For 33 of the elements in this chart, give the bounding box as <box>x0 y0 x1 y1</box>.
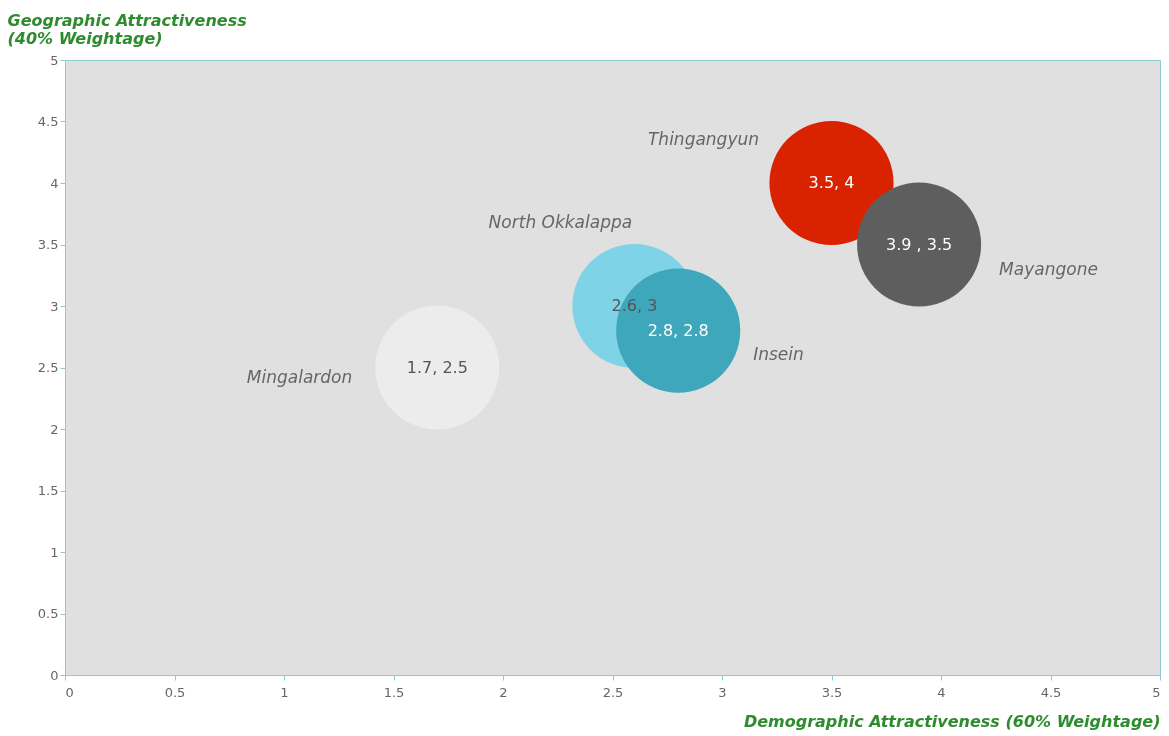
y-tick-label: 2 <box>50 421 59 437</box>
y-tick-label: 0 <box>50 667 59 683</box>
series-label: Thingangyun <box>647 129 760 149</box>
x-tick-label: 2.5 <box>602 684 624 700</box>
x-tick-label: 3.5 <box>821 684 843 700</box>
x-tick-label: 0.5 <box>164 684 186 700</box>
y-tick-label: 3 <box>50 298 59 314</box>
y-tick-label: 5 <box>50 52 59 68</box>
data-label: 1.7, 2.5 <box>406 357 468 377</box>
x-tick-label: 4.5 <box>1040 684 1062 700</box>
y-tick-label: 0.5 <box>37 606 59 621</box>
x-tick-label: 2 <box>499 684 508 700</box>
series-label: Mayangone <box>999 258 1098 279</box>
x-tick-label: 0 <box>65 684 74 700</box>
x-tick-label: 4 <box>937 684 946 700</box>
y-tick-label: 3.5 <box>37 237 59 252</box>
x-tick-label: 3 <box>718 684 727 700</box>
x-tick-label: 1.5 <box>383 684 405 700</box>
series-label: North Okkalappa <box>488 212 633 232</box>
y-tick-label: 4.5 <box>37 114 59 129</box>
data-label: 2.8, 2.8 <box>647 320 709 340</box>
series-label: Mingalardon <box>246 366 353 387</box>
y-tick-label: 1 <box>50 544 59 560</box>
y-tick-label: 2.5 <box>37 360 59 375</box>
series-label: Insein <box>753 343 804 364</box>
x-tick-label: 5 <box>1152 684 1161 700</box>
y-tick-label: 4 <box>50 175 59 191</box>
data-label: 3.9 , 3.5 <box>886 234 953 254</box>
x-tick-label: 1 <box>280 684 289 700</box>
x-axis-title: Demographic Attractiveness (60% Weightage) <box>743 711 1161 731</box>
data-label: 3.5, 4 <box>808 173 855 192</box>
y-axis-title: Geographic Attractiveness (40% Weightage) <box>7 10 247 48</box>
y-tick-label: 1.5 <box>37 483 59 498</box>
